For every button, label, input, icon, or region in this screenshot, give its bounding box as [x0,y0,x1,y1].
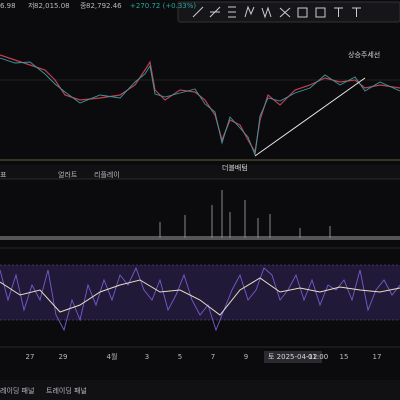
x-label: 29 [59,353,68,361]
toolbar-bar [0,165,400,179]
cursor-date: 토 2025-04-12 [268,353,317,361]
volume-bars [159,190,331,238]
rsi-signal [0,277,400,316]
header-value: 82,792.46 [86,2,122,10]
x-label: 7 [211,353,215,361]
footer-bar [0,380,400,400]
annotation: 더블배텀 [222,163,248,172]
footer-tab[interactable]: 트레이딩 패널 [46,386,87,395]
x-label: 3 [145,353,149,361]
x-label: 4월 [107,352,118,361]
price-line [0,54,400,154]
x-label: 5 [178,353,182,361]
rsi-band [0,265,400,320]
cursor-time: 01:00 [308,353,328,361]
toolbar-item[interactable]: 표 [0,171,7,179]
footer-tab[interactable]: 레이딩 패널 [0,386,34,395]
drawing-tools[interactable] [192,5,361,19]
header-label: 종 [80,2,87,10]
cursor-label-bg [264,351,322,363]
price-line [0,57,400,156]
x-label: 15 [340,353,349,361]
x-label: 27 [26,353,35,361]
header-change: +270.72 (+0.33%) [130,2,196,10]
toolbar-item[interactable]: 얼러트 [58,170,78,179]
trend-line [254,77,366,157]
x-label: 17 [373,353,382,361]
header-label: 저 [28,1,34,10]
header-value: 6.98 [0,2,16,10]
x-label: 9 [244,353,248,361]
toolbar-item[interactable]: 리플레이 [94,170,120,179]
annotation: 상승주세선 [348,50,380,59]
header-value: 82,015.08 [34,2,70,10]
